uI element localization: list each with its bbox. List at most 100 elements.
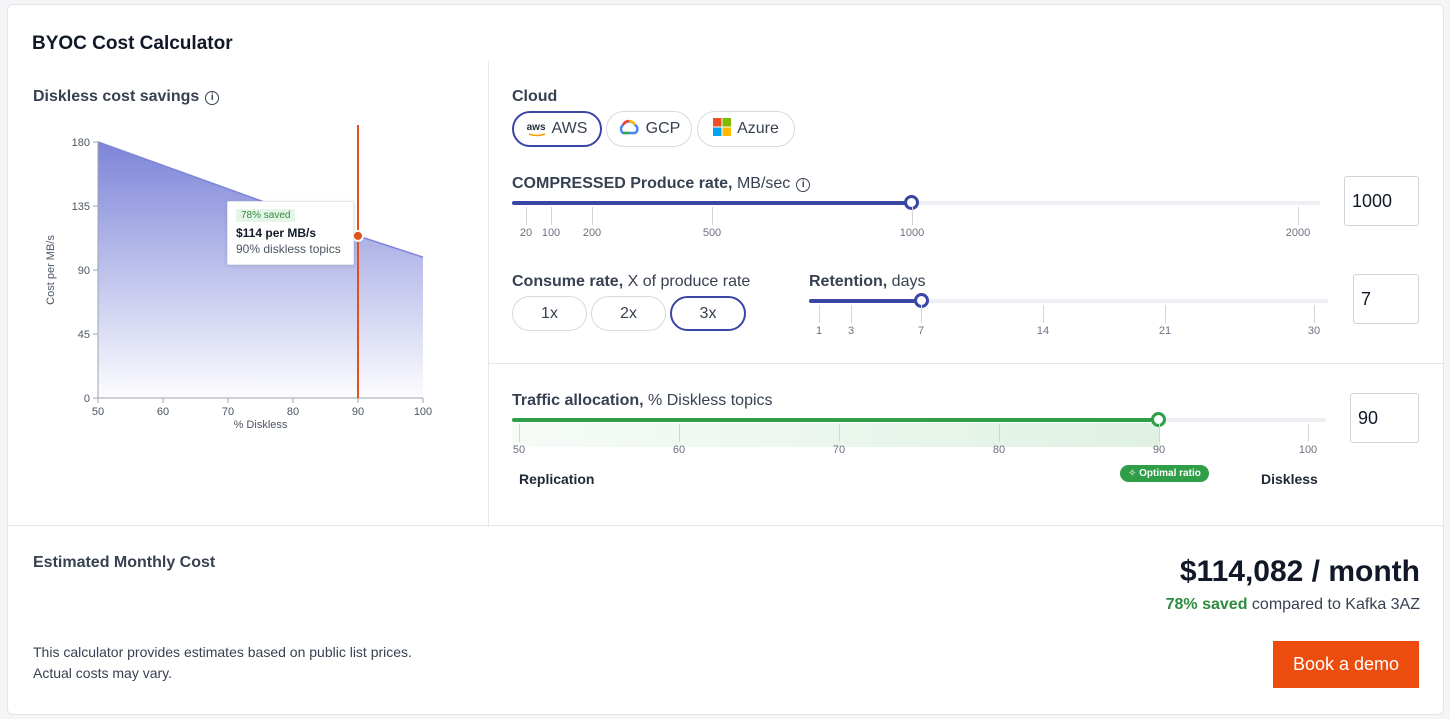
cloud-option-label: AWS — [551, 120, 588, 137]
book-demo-button[interactable]: Book a demo — [1273, 641, 1419, 688]
slider-tick — [712, 207, 713, 225]
consume-rate-label: Consume rate, X of produce rate — [512, 273, 750, 291]
tooltip-cost-per: $114 per MB/s — [236, 226, 317, 240]
slider-tick — [912, 207, 913, 225]
slider-tick-label: 1000 — [899, 227, 925, 239]
cloud-option-azure[interactable]: Azure — [697, 111, 795, 147]
retention-label: Retention, days — [809, 273, 925, 291]
traffic-allocation-unit: % Diskless topics — [643, 392, 773, 409]
slider-tick-label: 7 — [917, 325, 925, 337]
consume-option-2x[interactable]: 2x — [591, 296, 666, 331]
chart-area — [98, 142, 423, 398]
slider-tick — [1043, 305, 1044, 323]
chart-title-text: Diskless cost savings — [33, 88, 200, 105]
slider-tick — [839, 424, 840, 442]
slider-tick — [1159, 424, 1160, 442]
retention-label-bold: Retention, — [809, 273, 888, 290]
traffic-allocation-shade — [512, 423, 1160, 447]
slider-tick — [1314, 305, 1315, 323]
aws-logo-icon: aws — [527, 122, 546, 136]
traffic-allocation-label-bold: Traffic allocation, — [512, 392, 644, 409]
x-tick-label: 70 — [222, 406, 234, 418]
slider-tick-label: 14 — [1036, 325, 1050, 337]
slider-tick-label: 20 — [519, 227, 533, 239]
slider-tick-label: 100 — [541, 227, 561, 239]
slider-tick — [526, 207, 527, 225]
y-tick-label: 90 — [78, 265, 90, 277]
marker-dot — [352, 229, 364, 242]
retention-input[interactable] — [1353, 274, 1419, 324]
info-icon[interactable]: i — [205, 91, 220, 105]
retention-fill — [809, 299, 921, 303]
x-tick-label: 60 — [157, 406, 169, 418]
horizontal-divider — [8, 525, 1443, 526]
x-tick-label: 100 — [414, 406, 432, 418]
chart-tooltip: 78% saved $114 per MB/s 90% diskless top… — [227, 201, 354, 265]
savings-percent: 78% saved — [1165, 596, 1248, 613]
slider-tick-label: 70 — [832, 444, 846, 456]
slider-tick-label: 21 — [1158, 325, 1172, 337]
produce-rate-label: COMPRESSED Produce rate, MB/sec i — [512, 175, 811, 193]
savings-summary: 78% saved compared to Kafka 3AZ — [1166, 596, 1420, 614]
tooltip-saved-badge: 78% saved — [236, 209, 296, 222]
cloud-option-gcp[interactable]: GCP — [606, 111, 692, 147]
y-tick-label: 45 — [78, 329, 90, 341]
calculator-card: BYOC Cost Calculator Diskless cost savin… — [7, 4, 1444, 715]
produce-rate-fill — [512, 201, 912, 205]
slider-tick — [592, 207, 593, 225]
produce-rate-thumb[interactable] — [904, 195, 919, 210]
traffic-allocation-input[interactable] — [1350, 393, 1419, 443]
replication-label: Replication — [519, 471, 595, 487]
info-icon[interactable]: i — [796, 178, 811, 192]
disclaimer-line-2: Actual costs may vary. — [33, 665, 173, 681]
retention-unit: days — [887, 273, 926, 290]
slider-tick — [519, 424, 520, 442]
x-tick-label: 80 — [287, 406, 299, 418]
savings-compare: compared to Kafka 3AZ — [1247, 596, 1420, 613]
slider-tick — [1308, 424, 1309, 442]
slider-tick — [819, 305, 820, 323]
slider-tick — [551, 207, 552, 225]
slider-tick — [921, 305, 922, 323]
tooltip-diskless-pct: 90% diskless topics — [236, 242, 341, 256]
cloud-label: Cloud — [512, 88, 558, 105]
optimal-ratio-badge: ✧ Optimal ratio — [1120, 465, 1209, 482]
consume-option-3x[interactable]: 3x — [670, 296, 746, 331]
consume-option-1x[interactable]: 1x — [512, 296, 587, 331]
slider-tick-label: 1 — [815, 325, 823, 337]
slider-tick-label: 90 — [1152, 444, 1166, 456]
disclaimer-line-1: This calculator provides estimates based… — [33, 644, 412, 660]
x-axis-label: % Diskless — [234, 419, 288, 431]
slider-tick — [851, 305, 852, 323]
slider-tick-label: 80 — [992, 444, 1006, 456]
slider-tick — [679, 424, 680, 442]
produce-rate-unit: MB/sec — [732, 175, 791, 192]
diskless-label: Diskless — [1261, 471, 1318, 487]
slider-tick-label: 60 — [672, 444, 686, 456]
y-tick-label: 135 — [72, 201, 90, 213]
slider-tick-label: 100 — [1298, 444, 1318, 456]
monthly-cost-value: $114,082 / month — [1179, 555, 1420, 588]
traffic-allocation-thumb[interactable] — [1151, 412, 1166, 427]
settings-divider — [488, 363, 1443, 364]
estimated-cost-label: Estimated Monthly Cost — [33, 554, 216, 571]
slider-tick-label: 2000 — [1285, 227, 1311, 239]
slider-tick-label: 30 — [1307, 325, 1321, 337]
consume-rate-unit: X of produce rate — [623, 273, 751, 290]
x-tick-label: 90 — [352, 406, 364, 418]
slider-tick — [999, 424, 1000, 442]
y-axis-label: Cost per MB/s — [45, 235, 57, 305]
slider-tick — [1298, 207, 1299, 225]
retention-track[interactable] — [809, 299, 1328, 303]
page-title: BYOC Cost Calculator — [32, 33, 233, 54]
cloud-option-label: GCP — [645, 120, 681, 137]
cloud-option-aws[interactable]: aws AWS — [512, 111, 602, 147]
x-tick-label: 50 — [92, 406, 104, 418]
slider-tick — [1165, 305, 1166, 323]
slider-tick-label: 500 — [702, 227, 722, 239]
y-tick-label: 180 — [72, 137, 90, 149]
vertical-divider — [488, 61, 489, 527]
produce-rate-input[interactable] — [1344, 176, 1419, 226]
cloud-option-label: Azure — [737, 120, 779, 137]
azure-logo-icon — [713, 117, 732, 141]
